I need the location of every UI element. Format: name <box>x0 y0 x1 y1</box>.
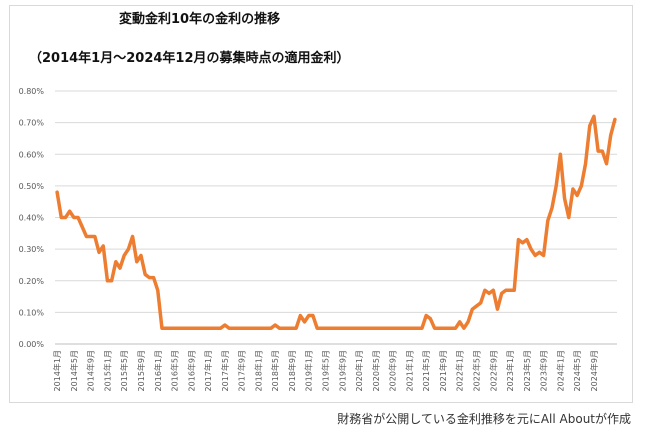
x-tick-label: 2019年9月 <box>337 350 347 391</box>
y-tick-label: 0.10% <box>19 308 45 317</box>
x-tick-label: 2015年9月 <box>136 350 146 391</box>
x-tick-label: 2023年5月 <box>522 350 532 391</box>
x-tick-label: 2014年1月 <box>52 350 62 391</box>
x-tick-label: 2016年9月 <box>186 350 196 391</box>
chart-subtitle: （2014年1月～2024年12月の募集時点の適用金利） <box>29 50 350 66</box>
x-tick-label: 2017年1月 <box>203 350 213 391</box>
y-tick-label: 0.50% <box>19 182 45 191</box>
x-tick-label: 2016年1月 <box>153 350 163 391</box>
y-tick-label: 0.00% <box>19 340 45 349</box>
x-tick-label: 2021年5月 <box>421 350 431 391</box>
x-tick-label: 2014年5月 <box>69 350 79 391</box>
x-tick-label: 2022年9月 <box>488 350 498 391</box>
x-tick-label: 2020年1月 <box>354 350 364 391</box>
gridlines <box>55 90 617 345</box>
x-tick-label: 2024年5月 <box>572 350 582 391</box>
source-note: 財務省が公開している金利推移を元にAll Aboutが作成 <box>337 412 631 426</box>
x-tick-label: 2019年1月 <box>304 350 314 391</box>
x-tick-label: 2021年9月 <box>438 350 448 391</box>
x-tick-label: 2024年9月 <box>589 350 599 391</box>
y-tick-label: 0.30% <box>19 245 45 254</box>
x-tick-label: 2014年9月 <box>86 350 96 391</box>
x-tick-label: 2018年1月 <box>253 350 263 391</box>
x-tick-label: 2018年9月 <box>287 350 297 391</box>
x-tick-label: 2019年5月 <box>321 350 331 391</box>
x-axis: 2014年1月 2014年5月 2014年9月 2015年1月 2015年5月 2015年… <box>52 350 599 391</box>
x-tick-label: 2020年5月 <box>371 350 381 391</box>
x-tick-label: 2016年5月 <box>170 350 180 391</box>
x-tick-label: 2022年1月 <box>455 350 465 391</box>
x-tick-label: 2023年1月 <box>505 350 515 391</box>
x-tick-label: 2021年1月 <box>404 350 414 391</box>
x-tick-label: 2017年5月 <box>220 350 230 391</box>
x-tick-label: 2015年1月 <box>102 350 112 391</box>
x-tick-label: 2020年9月 <box>388 350 398 391</box>
x-tick-label: 2024年1月 <box>555 350 565 391</box>
series-layer <box>55 114 617 330</box>
x-tick-label: 2015年5月 <box>119 350 129 391</box>
x-tick-label: 2022年5月 <box>472 350 482 391</box>
x-tick-label: 2018年5月 <box>270 350 280 391</box>
y-axis: 0.00% 0.10% 0.20% 0.30% 0.40% 0.50% 0.60% 0.70%… <box>19 87 45 349</box>
series-line <box>55 114 617 330</box>
x-tick-label: 2023年9月 <box>539 350 549 391</box>
chart-frame <box>9 5 633 403</box>
x-tick-label: 2017年9月 <box>237 350 247 391</box>
y-tick-label: 0.80% <box>19 87 45 96</box>
y-tick-label: 0.20% <box>19 277 45 286</box>
y-tick-label: 0.70% <box>19 119 45 128</box>
y-tick-label: 0.40% <box>19 214 45 223</box>
chart-title: 変動金利10年の金利の推移 <box>119 11 280 27</box>
y-tick-label: 0.60% <box>19 150 45 159</box>
